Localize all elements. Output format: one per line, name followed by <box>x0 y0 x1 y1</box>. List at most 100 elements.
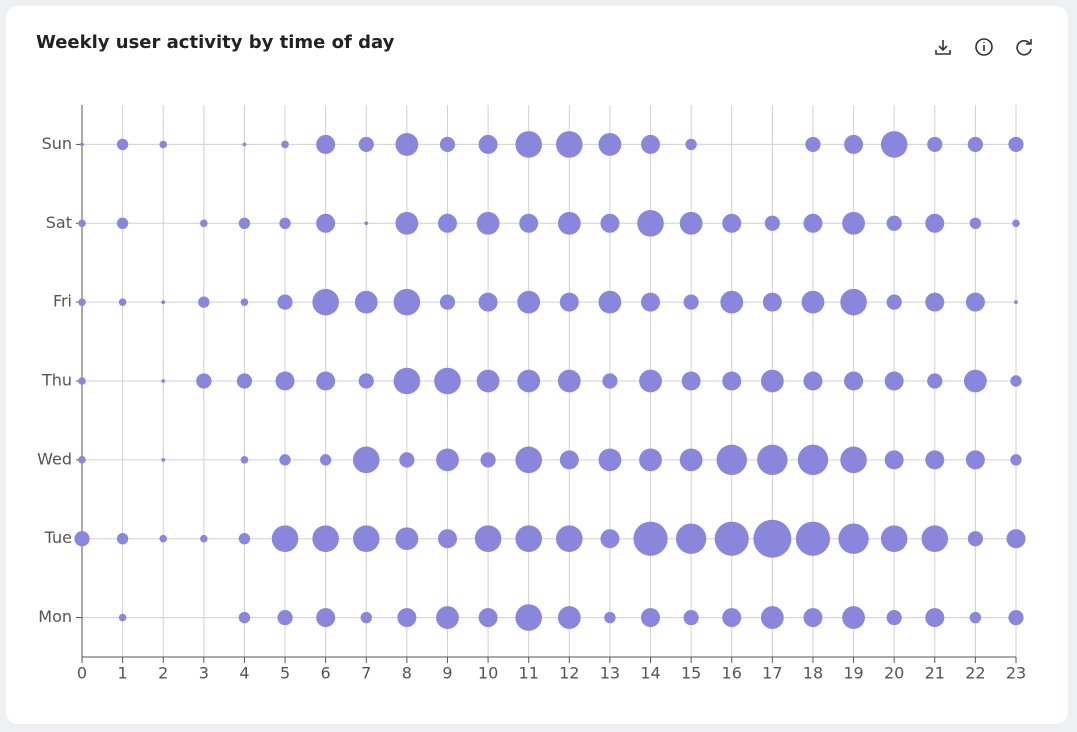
bubble <box>925 608 945 628</box>
bubble <box>760 606 784 629</box>
bubble <box>598 133 622 156</box>
bubble <box>316 371 336 391</box>
x-tick-label: 6 <box>321 664 331 683</box>
bubble <box>681 371 701 391</box>
bubble <box>598 448 622 472</box>
bubble <box>722 608 742 628</box>
bubble <box>880 131 908 158</box>
x-tick-label: 8 <box>402 664 412 683</box>
x-tick-label: 5 <box>280 664 290 683</box>
bubble <box>633 521 668 556</box>
bubble <box>196 373 212 389</box>
bubble <box>840 446 867 474</box>
bubble <box>797 444 829 476</box>
chart-title: Weekly user activity by time of day <box>36 32 395 53</box>
bubble <box>1006 529 1026 549</box>
bubble <box>753 519 792 558</box>
bubble <box>519 213 539 233</box>
bubble <box>967 136 983 153</box>
bubble <box>238 217 251 229</box>
bubble <box>1008 609 1024 626</box>
bubble <box>722 371 742 391</box>
y-tick-label: Sun <box>42 134 72 153</box>
bubble <box>803 371 823 391</box>
bubble <box>159 140 168 149</box>
bubble <box>969 611 982 624</box>
bubble <box>515 131 542 158</box>
x-tick-label: 15 <box>681 664 701 683</box>
bubble <box>925 450 945 470</box>
bubble <box>679 448 703 472</box>
bubble <box>395 527 419 551</box>
bubble <box>842 606 865 629</box>
bubble <box>884 371 904 391</box>
bubble <box>757 444 788 476</box>
bubble <box>639 369 662 393</box>
bubble <box>395 133 419 156</box>
x-tick-label: 22 <box>965 664 985 683</box>
bubble <box>925 292 945 312</box>
bubble <box>559 292 579 312</box>
bubble <box>397 608 417 628</box>
bubble <box>1010 454 1022 466</box>
bubble <box>436 448 459 472</box>
bubble <box>395 211 419 235</box>
bubble <box>393 288 421 316</box>
x-tick-label: 4 <box>239 664 249 683</box>
bubble <box>236 373 253 389</box>
bubble <box>78 219 86 228</box>
x-tick-label: 2 <box>158 664 168 683</box>
bubble <box>238 611 251 624</box>
bubble <box>240 456 249 464</box>
bubble <box>969 217 982 229</box>
x-tick-label: 20 <box>884 664 904 683</box>
refresh-icon[interactable] <box>1016 39 1032 56</box>
x-tick-label: 12 <box>559 664 579 683</box>
bubble <box>161 457 166 462</box>
bubble <box>434 367 461 395</box>
bubble <box>277 609 293 626</box>
bubble <box>805 136 821 153</box>
bubble <box>474 525 502 553</box>
bubble <box>1012 219 1020 228</box>
bubble <box>716 444 747 476</box>
bubble <box>927 136 943 153</box>
bubble <box>679 211 703 235</box>
bubble <box>886 609 902 626</box>
bubble <box>437 213 457 233</box>
bubble <box>515 446 542 474</box>
bubble <box>556 131 583 158</box>
info-icon[interactable] <box>975 38 993 56</box>
bubble <box>198 296 210 308</box>
y-tick-label: Mon <box>38 607 72 626</box>
bubble <box>600 529 620 549</box>
bubble <box>161 379 166 383</box>
bubble <box>602 373 618 389</box>
bubble <box>279 217 291 229</box>
x-tick-label: 1 <box>118 664 128 683</box>
bubble <box>844 134 864 154</box>
bubble <box>963 369 987 393</box>
x-tick-label: 13 <box>600 664 620 683</box>
bubble <box>675 523 707 554</box>
bubble <box>271 525 299 553</box>
bubble <box>78 298 86 306</box>
bubble <box>159 534 168 543</box>
bubble <box>641 608 661 628</box>
bubble <box>78 456 86 464</box>
bubble <box>557 211 581 235</box>
bubble <box>884 450 904 470</box>
bubble <box>476 369 500 393</box>
download-icon[interactable] <box>935 40 951 55</box>
bubble <box>275 371 295 391</box>
y-tick-label: Sat <box>46 213 72 232</box>
bubble <box>842 211 865 235</box>
bubble <box>200 534 208 543</box>
x-tick-label: 19 <box>843 664 863 683</box>
bubble <box>641 134 661 154</box>
bubble <box>517 369 541 393</box>
bubble <box>116 533 129 545</box>
bubble <box>880 525 908 553</box>
x-tick-label: 3 <box>199 664 209 683</box>
